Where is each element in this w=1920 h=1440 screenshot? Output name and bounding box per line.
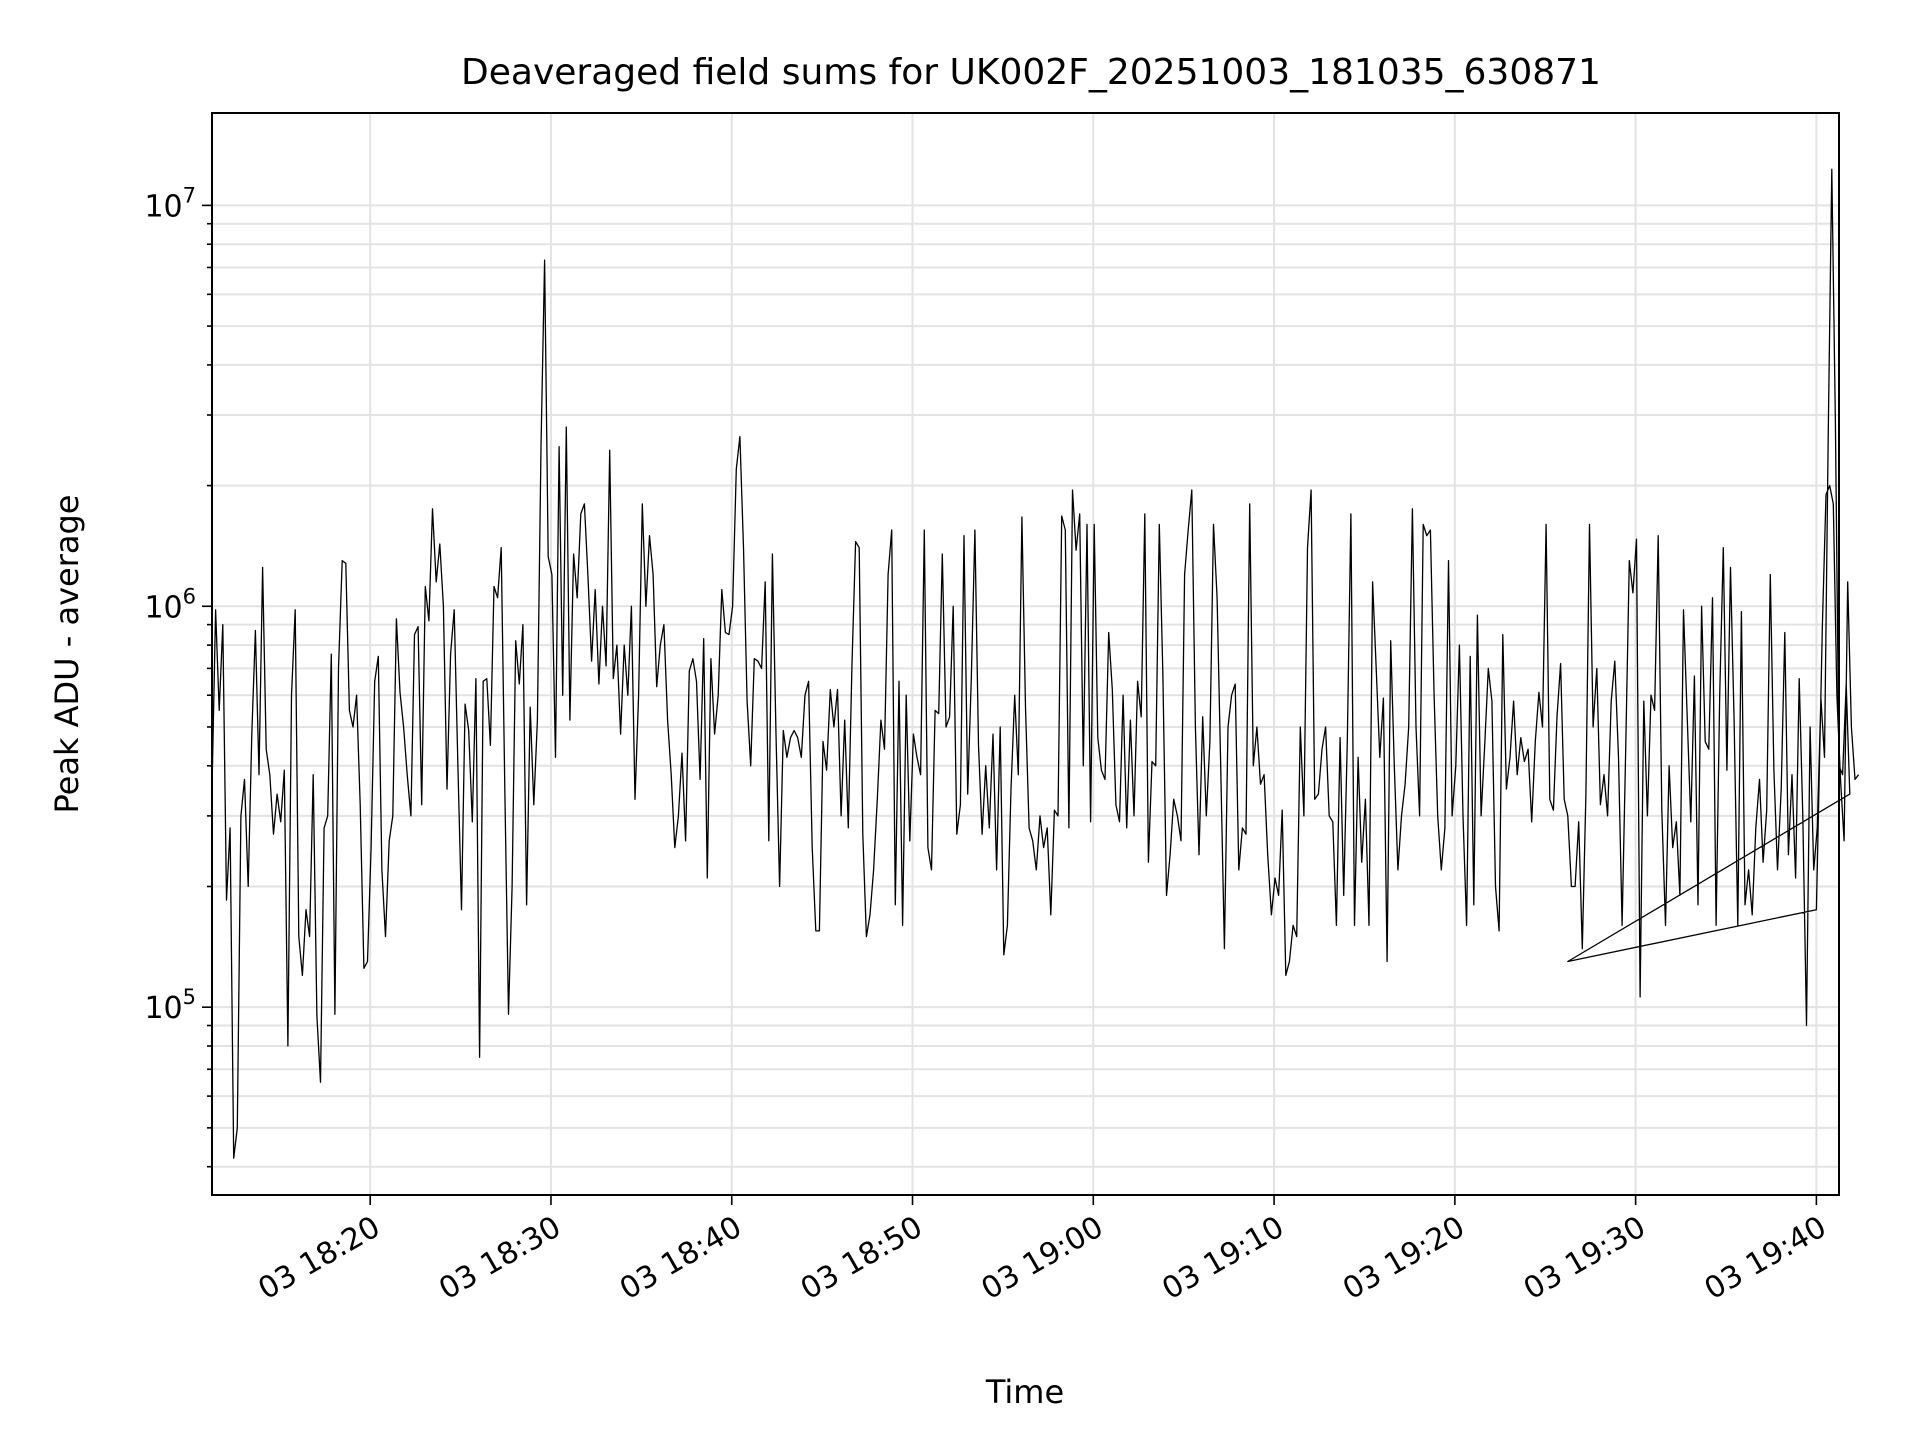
x-tick-label: 03 18:20 <box>252 1210 386 1307</box>
x-tick-label: 03 19:10 <box>1156 1210 1290 1307</box>
x-tick-label: 03 18:30 <box>433 1210 567 1307</box>
y-tick-label: 105 <box>144 985 196 1026</box>
data-layer <box>211 168 1860 1159</box>
x-axis-label: Time <box>985 1373 1064 1411</box>
x-tick-label: 03 19:30 <box>1518 1210 1652 1307</box>
x-ticks: 03 18:20 03 18:30 03 18:40 03 18:50 03 19:00… <box>252 1195 1832 1307</box>
y-tick-label: 107 <box>144 183 196 224</box>
x-tick-label: 03 18:50 <box>795 1210 929 1307</box>
x-tick-label: 03 19:00 <box>976 1210 1110 1307</box>
series-line-0 <box>211 168 1860 1159</box>
plot-frame <box>211 112 1840 1196</box>
x-tick-label: 03 18:40 <box>614 1210 748 1307</box>
x-tick-label: 03 19:20 <box>1337 1210 1471 1307</box>
y-tick-label: 106 <box>144 584 196 625</box>
y-tick-label-exponent: 7 <box>183 183 196 207</box>
grid-layer <box>212 113 1839 1195</box>
y-tick-label-exponent: 6 <box>183 584 196 608</box>
y-tick-label-base: 10 <box>144 189 182 224</box>
y-axis-label: Peak ADU - average <box>48 495 86 814</box>
x-tick-label: 03 19:40 <box>1699 1210 1833 1307</box>
chart-title: Deaveraged field sums for UK002F_2025100… <box>461 52 1601 93</box>
y-tick-label-base: 10 <box>144 590 182 625</box>
y-tick-label-exponent: 5 <box>183 985 196 1009</box>
y-tick-label-base: 10 <box>144 991 182 1026</box>
